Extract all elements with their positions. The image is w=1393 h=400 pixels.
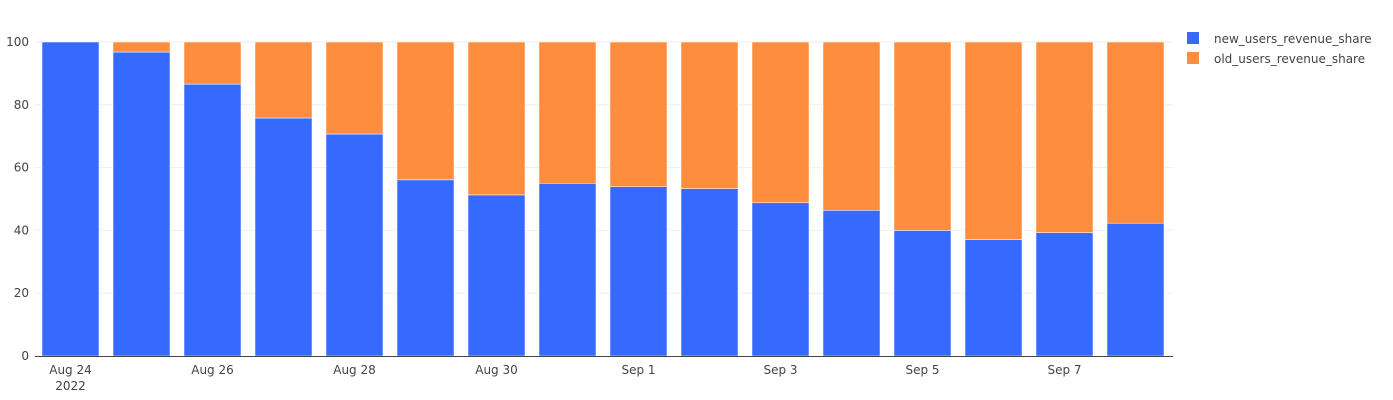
bar-segment-old-users[interactable] [822, 41, 881, 211]
bar-segment-new-users[interactable] [396, 179, 455, 357]
y-tick-label: 20 [14, 286, 29, 300]
y-tick-label: 100 [6, 35, 29, 49]
bar-segment-old-users[interactable] [396, 41, 455, 181]
y-tick-label: 80 [14, 98, 29, 112]
bar-segment-new-users[interactable] [751, 202, 810, 357]
legend[interactable]: new_users_revenue_share old_users_revenue… [1187, 32, 1372, 66]
bar-segment-old-users[interactable] [112, 41, 171, 53]
y-tick-label: 60 [14, 161, 29, 175]
bar-segment-new-users[interactable] [964, 239, 1023, 357]
x-tick-label: Sep 7 [1047, 363, 1081, 377]
bar-segment-old-users[interactable] [893, 41, 952, 231]
bar-segment-new-users[interactable] [41, 41, 100, 357]
legend-label: old_users_revenue_share [1214, 52, 1365, 66]
bar-segment-new-users[interactable] [183, 83, 242, 357]
bar-segment-old-users[interactable] [254, 41, 313, 119]
bar-segment-old-users[interactable] [1035, 41, 1094, 233]
x-tick-label: Aug 30 [475, 363, 518, 377]
bar-segment-old-users[interactable] [964, 41, 1023, 240]
bar-segment-new-users[interactable] [609, 186, 668, 357]
bar-segment-new-users[interactable] [680, 188, 739, 357]
bar-segment-old-users[interactable] [538, 41, 597, 184]
bar-segment-old-users[interactable] [1106, 41, 1165, 224]
bar-segment-new-users[interactable] [538, 183, 597, 357]
legend-item-new-users[interactable]: new_users_revenue_share [1187, 32, 1372, 46]
y-tick-label: 0 [21, 349, 29, 363]
bar-segment-new-users[interactable] [254, 117, 313, 357]
bar-segment-old-users[interactable] [183, 41, 242, 85]
bar-segment-new-users[interactable] [1035, 232, 1094, 357]
x-tick-label: Sep 5 [905, 363, 939, 377]
bar-segment-new-users[interactable] [112, 51, 171, 357]
bar-segment-old-users[interactable] [751, 41, 810, 204]
axes: 0 20 40 60 80 100 Aug 24 2022 Aug 26 Aug 28 Aug 30… [6, 35, 1173, 393]
bar-segment-new-users[interactable] [467, 194, 526, 357]
bar-segment-old-users[interactable] [609, 41, 668, 188]
bar-segment-new-users[interactable] [1106, 222, 1165, 357]
bars [41, 41, 1165, 357]
legend-item-old-users[interactable]: old_users_revenue_share [1187, 52, 1365, 66]
bar-segment-new-users[interactable] [822, 210, 881, 357]
bar-segment-old-users[interactable] [467, 41, 526, 196]
bar-segment-new-users[interactable] [893, 230, 952, 357]
x-tick-label: Aug 24 [49, 363, 92, 377]
x-tick-label: Aug 26 [191, 363, 234, 377]
x-tick-label: Sep 1 [621, 363, 655, 377]
x-tick-sublabel: 2022 [55, 379, 86, 393]
bar-segment-old-users[interactable] [325, 41, 384, 135]
x-tick-label: Sep 3 [763, 363, 797, 377]
bar-segment-old-users[interactable] [680, 41, 739, 189]
y-tick-label: 40 [14, 223, 29, 237]
legend-swatch [1187, 32, 1199, 44]
bar-segment-new-users[interactable] [325, 133, 384, 357]
legend-swatch [1187, 52, 1199, 64]
legend-label: new_users_revenue_share [1214, 32, 1372, 46]
x-tick-label: Aug 28 [333, 363, 376, 377]
